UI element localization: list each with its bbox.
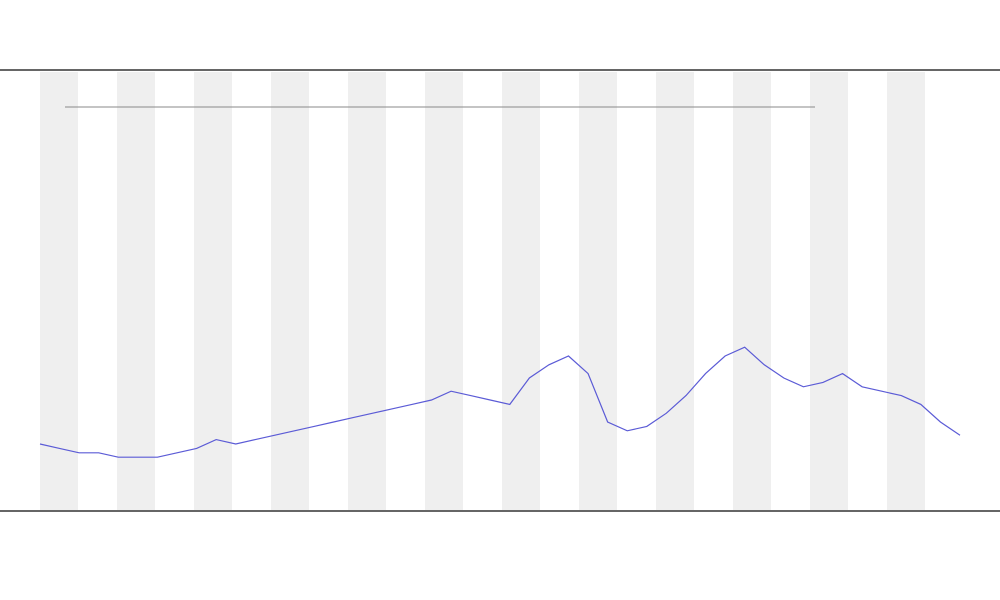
band	[425, 72, 463, 510]
band	[348, 72, 386, 510]
band	[40, 72, 78, 510]
band	[810, 72, 848, 510]
band	[502, 72, 540, 510]
band	[656, 72, 694, 510]
band	[194, 72, 232, 510]
band	[271, 72, 309, 510]
band	[579, 72, 617, 510]
band	[887, 72, 925, 510]
series-line	[39, 346, 961, 458]
shaded-bands	[40, 72, 925, 510]
band	[117, 72, 155, 510]
band	[733, 72, 771, 510]
